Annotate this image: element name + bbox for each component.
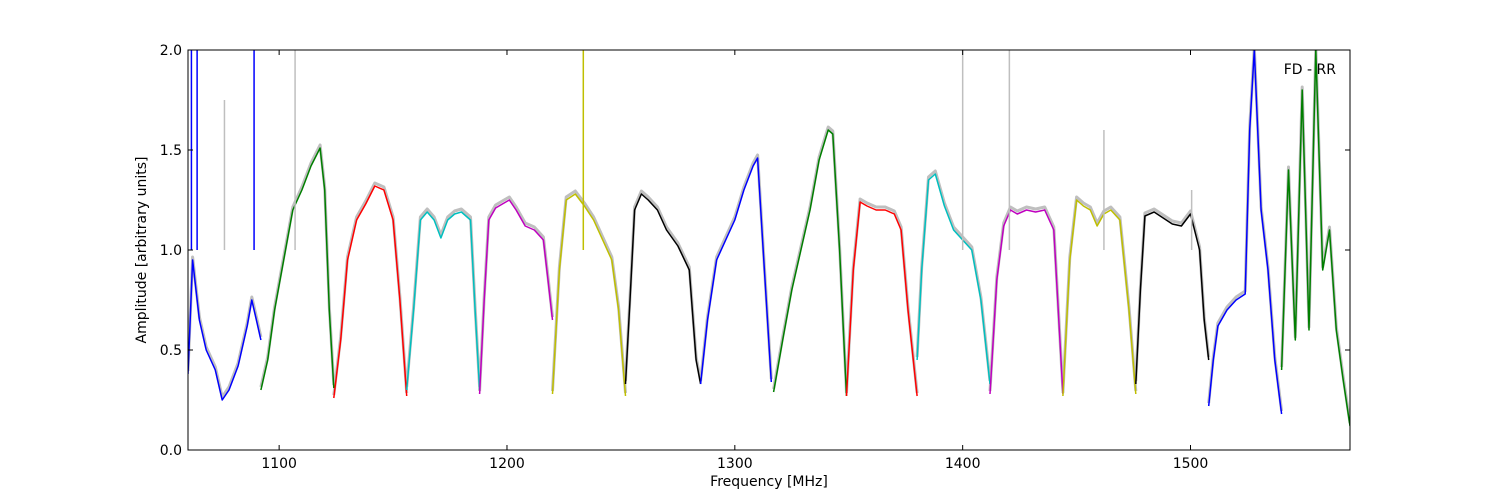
y-tick-label: 1.5: [160, 143, 182, 159]
series-line-11: [916, 173, 991, 385]
reference-trace-2: [259, 143, 336, 388]
series-line-3: [333, 185, 408, 399]
panel-annotation: FD - RR: [1284, 62, 1337, 78]
y-tick-label: 0.5: [160, 343, 182, 359]
x-tick-label: 1400: [945, 456, 981, 472]
plot-frame: [187, 49, 1351, 451]
reference-trace-4: [405, 207, 482, 388]
x-tick-label: 1100: [261, 456, 297, 472]
series-line-6: [551, 193, 627, 397]
series-line-8: [699, 157, 773, 385]
reference-trace-16: [1280, 50, 1350, 424]
reference-trace-7: [624, 189, 703, 382]
reference-trace-1: [188, 255, 263, 399]
series-line-10: [845, 201, 918, 397]
reference-trace-15: [1207, 50, 1284, 412]
series-line-2: [260, 147, 335, 391]
y-tick-label: 0.0: [160, 443, 182, 459]
reference-trace-14: [1134, 207, 1211, 382]
series-line-1: [188, 259, 262, 401]
y-tick-label: 2.0: [160, 43, 182, 59]
series-line-13: [1062, 199, 1137, 397]
series-line-12: [989, 209, 1064, 395]
x-axis-label: Frequency [MHz]: [710, 474, 828, 490]
x-tick-label: 1300: [717, 456, 753, 472]
tick-layer: 1100 1200 1300 1400 1500 0.0 0.5 1.0 1.5 2.0: [160, 43, 1350, 472]
series-line-9: [772, 129, 848, 397]
y-axis-label: Amplitude [arbitrary units]: [134, 157, 150, 344]
series-line-14: [1135, 211, 1210, 385]
series-line-4: [405, 211, 481, 391]
x-tick-label: 1500: [1173, 456, 1209, 472]
reference-trace-12: [988, 205, 1065, 392]
y-tick-label: 1.0: [160, 243, 182, 259]
series-line-16: [1280, 50, 1350, 427]
reference-trace-5: [478, 195, 554, 392]
x-tick-label: 1200: [489, 456, 525, 472]
reference-layer: [188, 50, 1350, 424]
series-line-15: [1207, 50, 1283, 415]
reference-trace-11: [915, 169, 992, 382]
series-line-5: [478, 199, 554, 395]
series-layer: [188, 50, 1350, 427]
reference-trace-8: [699, 153, 773, 382]
reference-trace-9: [772, 125, 848, 394]
series-line-7: [624, 193, 702, 385]
